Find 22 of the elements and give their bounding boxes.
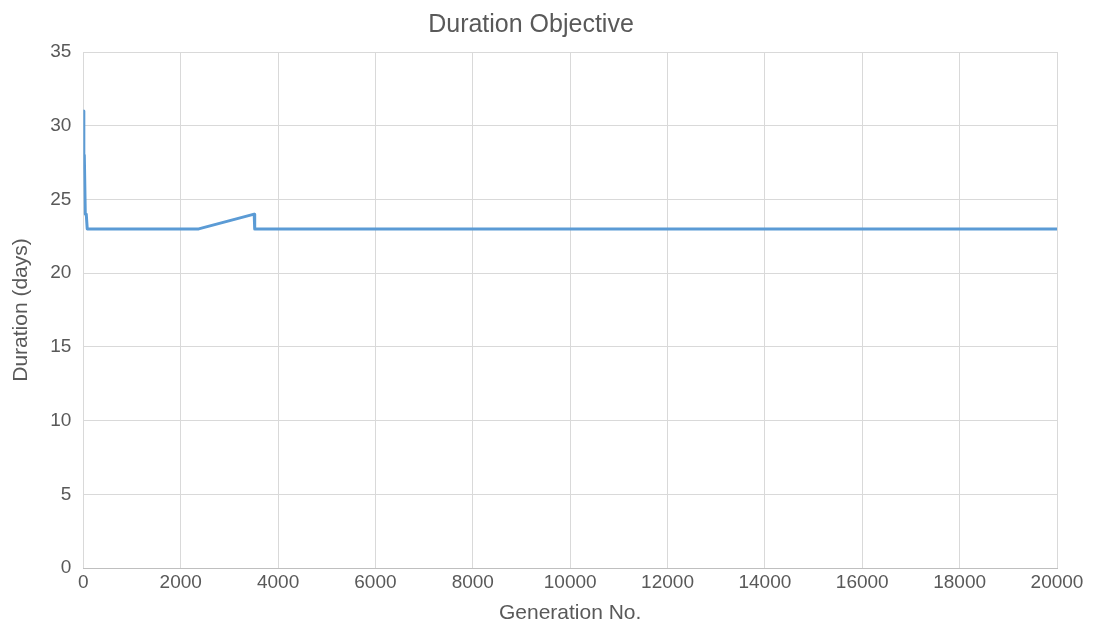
x-tick-label: 14000: [738, 570, 792, 592]
y-tick-label: 25: [50, 187, 72, 209]
y-tick-label: 0: [60, 556, 72, 578]
y-tick-label: 30: [50, 113, 72, 135]
x-tick-label: 12000: [641, 570, 694, 592]
y-tick-label: 35: [50, 40, 72, 62]
y-axis-title: Duration (days): [8, 238, 32, 382]
x-tick-label: 0: [78, 570, 89, 592]
x-tick-label: 18000: [933, 570, 987, 592]
y-tick-label: 5: [60, 482, 72, 504]
x-tick-label: 8000: [451, 570, 494, 592]
y-tick-label: 20: [50, 261, 72, 283]
x-tick-label: 16000: [835, 570, 889, 592]
x-tick-label: 4000: [256, 570, 300, 592]
x-tick-label: 10000: [543, 570, 597, 592]
y-tick-label: 15: [50, 335, 72, 357]
y-tick-label: 10: [50, 408, 72, 430]
chart-title: Duration Objective: [428, 8, 634, 37]
x-tick-label: 6000: [354, 570, 397, 592]
x-axis-title: Generation No.: [498, 600, 642, 624]
x-tick-label: 20000: [1030, 570, 1084, 592]
x-tick-label: 2000: [159, 570, 202, 592]
